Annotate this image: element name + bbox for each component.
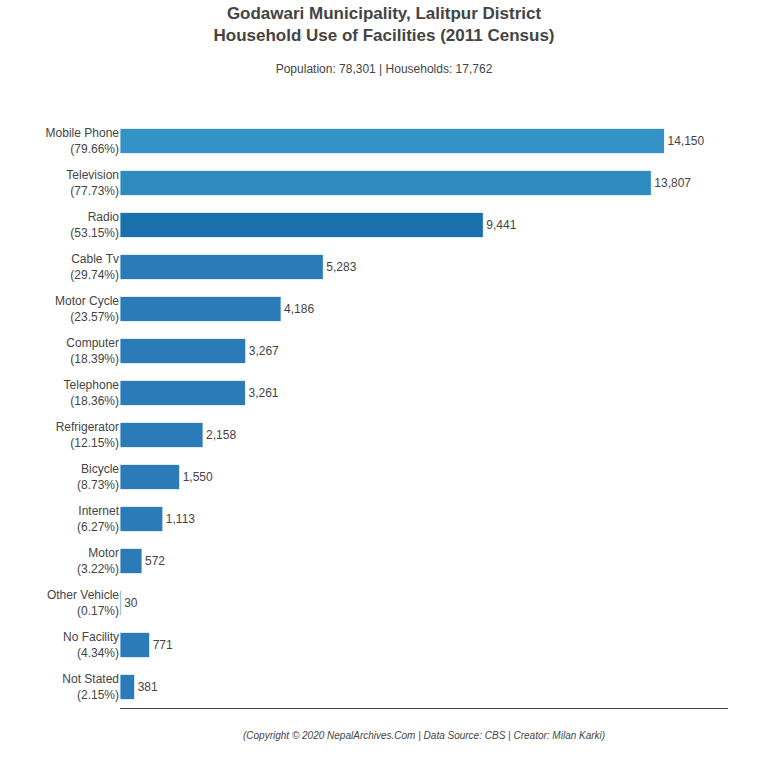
svg-text:Telephone(18.36%): Telephone(18.36%) — [64, 378, 120, 408]
svg-text:5,283: 5,283 — [326, 260, 356, 274]
svg-text:1,113: 1,113 — [166, 512, 195, 526]
svg-text:572: 572 — [145, 554, 165, 568]
svg-text:9,441: 9,441 — [486, 218, 516, 232]
svg-text:4,186: 4,186 — [284, 302, 314, 316]
svg-text:No Facility(4.34%): No Facility(4.34%) — [63, 630, 119, 660]
svg-text:Mobile Phone(79.66%): Mobile Phone(79.66%) — [46, 126, 120, 156]
svg-text:Radio(53.15%): Radio(53.15%) — [70, 210, 119, 240]
svg-text:Motor(3.22%): Motor(3.22%) — [77, 546, 119, 576]
svg-text:Not Stated(2.15%): Not Stated(2.15%) — [62, 672, 119, 702]
svg-text:771: 771 — [153, 638, 173, 652]
svg-text:(Copyright © 2020 NepalArchive: (Copyright © 2020 NepalArchives.Com | Da… — [243, 730, 605, 741]
svg-text:Bicycle(8.73%): Bicycle(8.73%) — [77, 462, 119, 492]
svg-text:Internet(6.27%): Internet(6.27%) — [77, 504, 120, 534]
svg-text:Refrigerator(12.15%): Refrigerator(12.15%) — [56, 420, 119, 450]
svg-text:Television(77.73%): Television(77.73%) — [66, 168, 119, 198]
svg-text:14,150: 14,150 — [668, 134, 705, 148]
svg-text:Other Vehicle(0.17%): Other Vehicle(0.17%) — [47, 588, 119, 618]
svg-text:Cable Tv(29.74%): Cable Tv(29.74%) — [70, 252, 119, 282]
svg-text:Motor Cycle(23.57%): Motor Cycle(23.57%) — [55, 294, 119, 324]
svg-text:381: 381 — [138, 680, 158, 694]
svg-text:Computer(18.39%): Computer(18.39%) — [66, 336, 119, 366]
svg-text:Godawari Municipality, Lalitpu: Godawari Municipality, Lalitpur District… — [213, 4, 554, 45]
svg-text:Population: 78,301 | Household: Population: 78,301 | Households: 17,762 — [276, 62, 493, 76]
svg-text:3,261: 3,261 — [248, 386, 278, 400]
svg-text:3,267: 3,267 — [249, 344, 279, 358]
svg-text:2,158: 2,158 — [206, 428, 236, 442]
svg-text:30: 30 — [124, 596, 138, 610]
svg-text:1,550: 1,550 — [183, 470, 213, 484]
svg-text:13,807: 13,807 — [654, 176, 691, 190]
